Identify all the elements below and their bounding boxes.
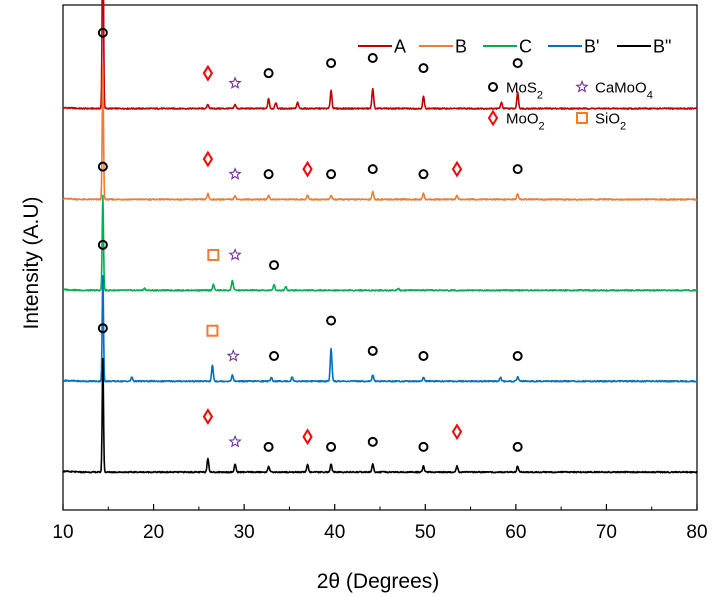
peak-marker-circle-a-60-2: [512, 58, 523, 69]
peak-marker-circle-b-14-4: [97, 27, 108, 38]
peak-marker-circle-a-32-7: [263, 68, 274, 79]
peak-marker-circle-b-prime-49-8: [418, 350, 429, 361]
marker-layer: [97, 27, 523, 452]
legend-symbol-sio2: [576, 112, 588, 124]
legend-subscript: 2: [620, 121, 626, 133]
peak-marker-circle-b-double-prime-44-2: [367, 436, 378, 447]
legend-symbol-camoo4: [575, 80, 589, 93]
peak-marker-circle-b-prime-14-4: [97, 239, 108, 250]
peak-marker-square-c-26-6: [207, 248, 220, 261]
peak-marker-star-b-double-prime-29: [228, 434, 242, 448]
legend-label-b-double-prime: B": [653, 37, 671, 57]
peak-marker-circle-b-44-2: [367, 164, 378, 175]
peak-marker-circle-b-double-prime-32-7: [263, 441, 274, 452]
series-line-c: [62, 194, 698, 292]
x-tick-label-10: 10: [52, 522, 73, 543]
peak-marker-circle-b-prime-60-2: [512, 350, 523, 361]
peak-marker-circle-b-prime-44-2: [367, 345, 378, 356]
peak-marker-circle-b-prime-33-3: [269, 350, 280, 361]
peak-marker-circle-b-60-2: [512, 164, 523, 175]
x-tick-label-40: 40: [324, 522, 345, 543]
legend-label-sio2: SiO2: [595, 111, 626, 133]
peak-marker-star-a-29: [228, 76, 242, 89]
peak-marker-square-b-prime-26-5: [206, 324, 219, 337]
peak-marker-diamond-a-26: [202, 64, 214, 82]
peak-marker-diamond-b-double-prime-26: [202, 408, 214, 425]
legend-label-moo2: MoO2: [506, 111, 545, 133]
peak-marker-diamond-b-double-prime-53-5: [451, 423, 463, 441]
peak-marker-star-b-prime-28-8: [226, 348, 240, 362]
series-layer: [62, 0, 698, 474]
legend-label-a: A: [394, 37, 406, 57]
peak-marker-circle-c-14-4: [97, 161, 108, 172]
x-tick-label-20: 20: [143, 522, 164, 543]
peak-marker-circle-b-double-prime-39-6: [326, 441, 337, 452]
x-axis-label: 2θ (Degrees): [317, 570, 440, 593]
series-line-a: [62, 0, 698, 110]
peak-marker-circle-c-33-3: [269, 260, 280, 271]
y-axis-label: Intensity (A.U): [20, 196, 43, 329]
peak-marker-diamond-b-double-prime-37: [302, 428, 313, 446]
legend-label-b-prime: B': [584, 37, 599, 57]
peak-marker-circle-b-double-prime-49-8: [418, 441, 429, 452]
x-tick-label-50: 50: [415, 522, 436, 543]
peak-marker-diamond-b-37: [302, 160, 313, 178]
peak-marker-circle-a-44-2: [367, 53, 378, 64]
legend-subscript: 2: [537, 90, 543, 102]
peak-marker-circle-b-49-8: [418, 169, 429, 180]
peak-marker-circle-b-prime-39-6: [326, 315, 337, 326]
peak-marker-diamond-b-26: [202, 150, 214, 168]
legend-subscript: 2: [539, 121, 545, 133]
legend-subscript: 4: [647, 90, 653, 102]
x-tick-label-70: 70: [596, 522, 617, 543]
peak-marker-diamond-b-53-5: [451, 160, 463, 178]
peak-marker-circle-b-double-prime-60-2: [512, 441, 523, 452]
peak-marker-circle-b-32-7: [263, 169, 274, 180]
peak-marker-circle-a-49-8: [418, 63, 429, 74]
axis-layer: 10 20 30 40 50 60 70 80: [52, 504, 708, 543]
x-tick-label-30: 30: [234, 522, 255, 543]
legend-layer: A B C B' B" MoS2 CaMoO4 MoO2 SiO2: [358, 37, 671, 133]
series-line-b: [62, 66, 698, 201]
x-tick-label-60: 60: [505, 522, 526, 543]
legend-label-b: B: [455, 37, 467, 57]
series-line-b-prime: [62, 275, 698, 383]
x-tick-label-80: 80: [686, 522, 707, 543]
legend-symbol-mos2: [488, 82, 498, 92]
peak-marker-star-b-29: [228, 167, 242, 180]
series-line-b-double-prime: [62, 357, 698, 474]
peak-marker-circle-b-double-prime-14-4: [97, 323, 108, 334]
peak-marker-circle-a-39-6: [326, 58, 337, 69]
peak-marker-star-c-29: [228, 247, 242, 261]
legend-label-mos2: MoS2: [506, 80, 543, 102]
legend-label-c: C: [519, 37, 532, 57]
peak-marker-circle-b-39-6: [326, 169, 337, 180]
legend-symbol-moo2: [487, 109, 499, 127]
legend-label-camoo4: CaMoO4: [595, 80, 653, 102]
